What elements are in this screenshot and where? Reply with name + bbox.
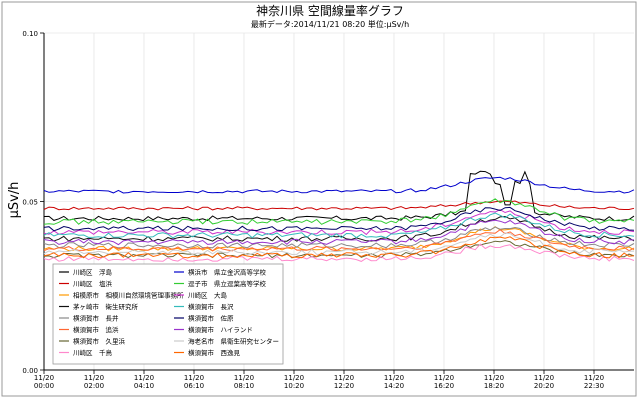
series-line-7 [43,243,635,262]
x-tick-label-time: 10:20 [284,382,304,390]
y-axis-label: μSv/h [7,182,22,219]
x-tick-label-time: 14:20 [384,382,404,390]
x-tick-label-time: 20:20 [534,382,554,390]
series-line-12 [43,206,635,232]
legend-label: 横須賀市 久里浜 [73,337,126,346]
x-tick-label-time: 04:10 [134,382,154,390]
x-tick-label-time: 12:20 [334,382,354,390]
chart-title: 神奈川県 空間線量率グラフ [256,3,404,18]
x-tick-label-date: 11/20 [384,374,404,382]
x-tick-label-date: 11/20 [434,374,454,382]
x-tick-label-date: 11/20 [284,374,304,382]
x-tick-label-date: 11/20 [84,374,104,382]
series-line-14 [43,232,635,256]
x-tick-label-date: 11/20 [184,374,204,382]
series-line-3 [43,215,635,242]
series-line-1 [43,200,635,211]
x-tick-label-time: 08:10 [234,382,254,390]
legend-label: 横須賀市 ハイランド [188,325,253,334]
legend-label: 海老名市 県衛生研究センター [188,337,279,346]
x-tick-label-time: 02:00 [84,382,104,390]
y-tick-label: 0.10 [22,30,38,38]
x-tick-label-date: 11/20 [334,374,354,382]
legend-label: 川崎区 大島 [188,291,228,300]
y-tick-label: 0.00 [22,367,38,375]
axes: 11/2000:0011/2002:0011/2004:1011/2006:10… [22,30,634,390]
x-tick-label-date: 11/20 [584,374,604,382]
series-line-9 [43,198,635,225]
series-line-15 [43,236,635,259]
x-tick-label-time: 06:10 [184,382,204,390]
series-line-13 [43,219,635,246]
series-lines [43,170,635,262]
chart-subtitle: 最新データ:2014/11/21 08:20 単位:μSv/h [251,19,409,29]
legend-box [52,263,284,365]
legend-label: 横須賀市 長井 [73,314,119,323]
x-tick-label-time: 00:00 [34,382,54,390]
x-tick-label-date: 11/20 [484,374,504,382]
x-tick-label-date: 11/20 [34,374,54,382]
y-tick-label: 0.05 [22,199,38,207]
series-line-2 [43,226,635,252]
series-line-5 [43,229,635,252]
series-line-11 [43,212,635,239]
legend-label: 川崎区 塩浜 [73,279,113,288]
x-tick-label-time: 18:20 [484,382,504,390]
legend-label: 横浜市 県立金沢高等学校 [188,268,267,277]
series-line-10 [43,209,635,236]
x-tick-label-date: 11/20 [134,374,154,382]
series-line-8 [43,176,635,194]
x-tick-label-date: 11/20 [534,374,554,382]
legend-label: 川崎区 浮島 [73,268,113,277]
x-tick-label-time: 22:30 [584,382,604,390]
legend-label: 横須賀市 佐原 [188,314,234,323]
legend-label: 茅ヶ崎市 衛生研究所 [73,302,139,311]
legend-label: 横須賀市 長沢 [188,302,234,311]
legend-label: 相模原市 相模川自然環境管理事務所 [73,291,184,300]
legend-label: 横須賀市 西逸見 [188,348,241,357]
x-tick-label-time: 16:20 [434,382,454,390]
x-tick-label-date: 11/20 [234,374,254,382]
series-line-0 [43,170,635,222]
legend-label: 逗子市 県立逗葉高等学校 [188,279,267,288]
legend-label: 横須賀市 追浜 [73,325,119,334]
legend-label: 川崎区 千鳥 [73,348,113,357]
